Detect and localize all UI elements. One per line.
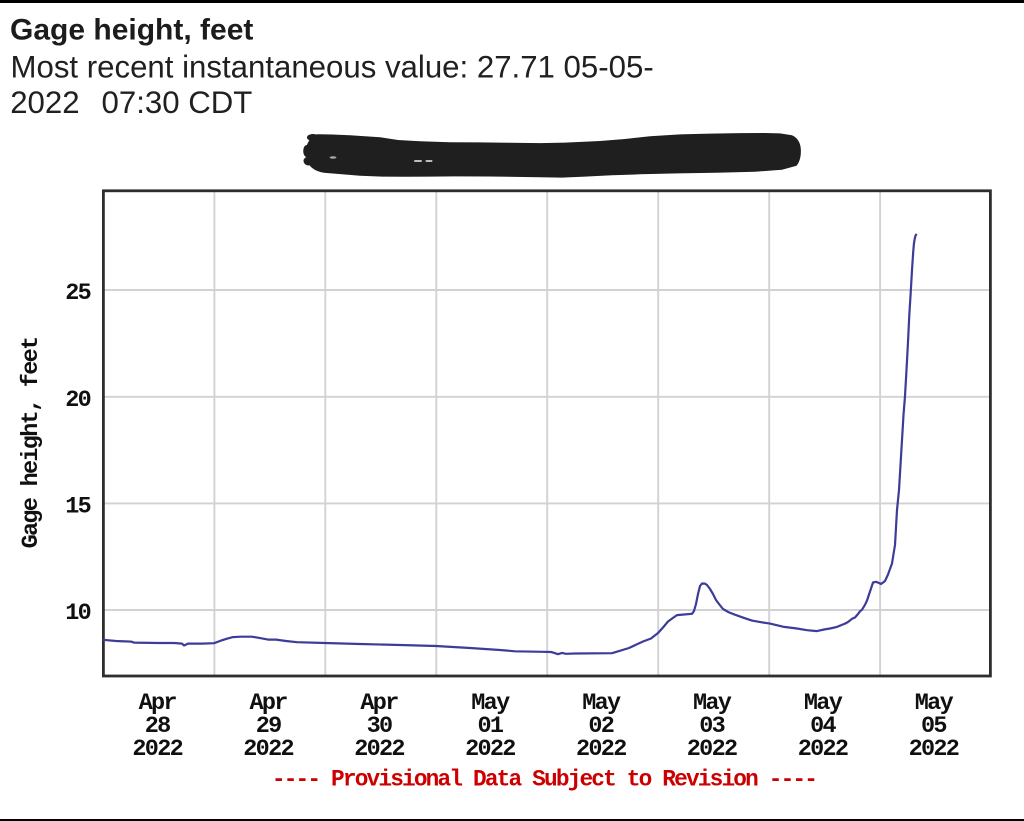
svg-text:2022: 2022 <box>10 85 79 120</box>
svg-text:25: 25 <box>65 280 90 307</box>
svg-text:07:30 CDT: 07:30 CDT <box>102 85 253 120</box>
svg-text:Gage height, feet: Gage height, feet <box>18 338 45 549</box>
svg-text:Most recent instantaneous valu: Most recent instantaneous value: 27.71 0… <box>11 49 654 84</box>
svg-text:---- Provisional Data Subject: ---- Provisional Data Subject to Revisio… <box>272 766 816 792</box>
svg-text:20: 20 <box>65 387 90 414</box>
svg-text:10: 10 <box>65 600 90 627</box>
svg-text:Gage height, feet: Gage height, feet <box>10 13 253 46</box>
svg-text:15: 15 <box>65 493 90 520</box>
